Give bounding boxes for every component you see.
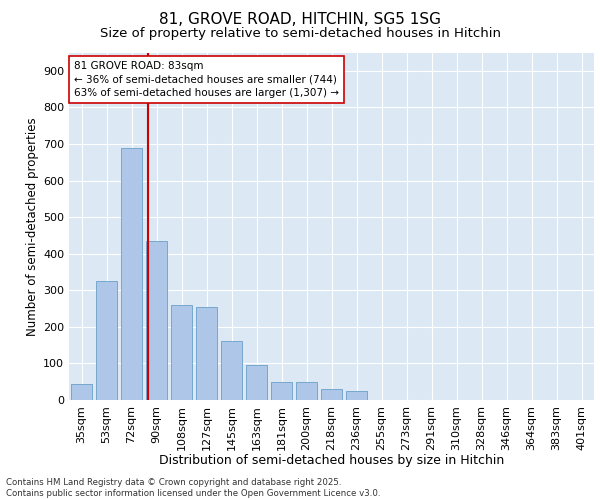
Bar	[171, 305, 192, 400]
X-axis label: Distribution of semi-detached houses by size in Hitchin: Distribution of semi-detached houses by …	[159, 454, 504, 467]
Bar	[121, 148, 142, 400]
Bar	[296, 382, 317, 400]
Bar	[271, 382, 292, 400]
Text: Size of property relative to semi-detached houses in Hitchin: Size of property relative to semi-detach…	[100, 28, 500, 40]
Bar	[221, 342, 242, 400]
Bar	[246, 365, 267, 400]
Bar	[146, 241, 167, 400]
Text: Contains HM Land Registry data © Crown copyright and database right 2025.
Contai: Contains HM Land Registry data © Crown c…	[6, 478, 380, 498]
Y-axis label: Number of semi-detached properties: Number of semi-detached properties	[26, 117, 39, 336]
Bar	[346, 391, 367, 400]
Bar	[71, 384, 92, 400]
Bar	[96, 281, 117, 400]
Text: 81 GROVE ROAD: 83sqm
← 36% of semi-detached houses are smaller (744)
63% of semi: 81 GROVE ROAD: 83sqm ← 36% of semi-detac…	[74, 61, 339, 98]
Bar	[196, 306, 217, 400]
Text: 81, GROVE ROAD, HITCHIN, SG5 1SG: 81, GROVE ROAD, HITCHIN, SG5 1SG	[159, 12, 441, 28]
Bar	[321, 389, 342, 400]
